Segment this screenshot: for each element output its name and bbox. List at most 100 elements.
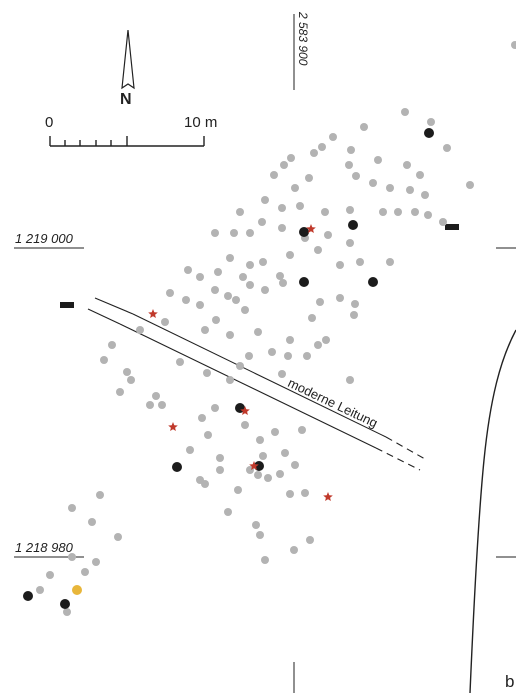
red-star-marker: [168, 422, 178, 431]
grey-post-dot: [296, 202, 304, 210]
grey-post-dot: [321, 208, 329, 216]
black-post-dot: [23, 591, 33, 601]
grey-post-dot: [386, 258, 394, 266]
grey-post-dot: [424, 211, 432, 219]
black-post-dot: [348, 220, 358, 230]
grey-post-dot: [226, 376, 234, 384]
grey-post-dot: [369, 179, 377, 187]
grey-post-dot: [278, 224, 286, 232]
grey-post-dot: [336, 261, 344, 269]
black-post-dot: [368, 277, 378, 287]
grey-post-dot: [308, 314, 316, 322]
grey-post-dot: [346, 239, 354, 247]
grey-post-dot: [347, 146, 355, 154]
grey-post-dot: [176, 358, 184, 366]
grey-post-dot: [203, 369, 211, 377]
black-post-dots: [23, 128, 434, 609]
northing-label-top: 1 219 000: [15, 231, 73, 246]
grey-post-dot: [236, 208, 244, 216]
excavation-boundary: [469, 329, 516, 693]
grey-post-dot: [216, 466, 224, 474]
grey-post-dot: [406, 186, 414, 194]
grey-post-dot: [279, 279, 287, 287]
grid-ticks: [14, 14, 516, 693]
grey-post-dot: [259, 452, 267, 460]
grey-post-dot: [63, 608, 71, 616]
grey-post-dot: [345, 161, 353, 169]
grey-post-dot: [136, 326, 144, 334]
grey-post-dot: [196, 301, 204, 309]
black-post-dot: [299, 227, 309, 237]
grey-post-dot: [427, 118, 435, 126]
grey-post-dot: [303, 352, 311, 360]
grey-post-dot: [184, 266, 192, 274]
grey-post-dot: [114, 533, 122, 541]
grey-post-dot: [245, 352, 253, 360]
grey-post-dot: [182, 296, 190, 304]
grey-post-dot: [161, 318, 169, 326]
grey-post-dot: [158, 401, 166, 409]
grey-post-dot: [278, 204, 286, 212]
grey-post-dot: [246, 261, 254, 269]
grey-post-dot: [186, 446, 194, 454]
grey-post-dot: [276, 272, 284, 280]
grey-post-dot: [278, 370, 286, 378]
grey-post-dot: [271, 428, 279, 436]
grey-post-dot: [346, 376, 354, 384]
grey-post-dot: [350, 311, 358, 319]
north-arrow-icon: [121, 29, 135, 90]
grey-post-dot: [196, 273, 204, 281]
grey-post-dot: [287, 154, 295, 162]
grey-post-dot: [152, 392, 160, 400]
black-post-dot: [424, 128, 434, 138]
grey-post-dot: [394, 208, 402, 216]
grey-post-dot: [314, 341, 322, 349]
red-star-marker: [306, 224, 316, 233]
red-star-marker: [323, 492, 333, 501]
grey-post-dot: [211, 404, 219, 412]
grey-post-dot: [246, 229, 254, 237]
grey-post-dot: [316, 298, 324, 306]
grey-post-dot: [226, 331, 234, 339]
grey-post-dot: [261, 196, 269, 204]
grey-post-dot: [276, 470, 284, 478]
grey-post-dot: [318, 143, 326, 151]
grey-post-dot: [291, 184, 299, 192]
grey-post-dot: [403, 161, 411, 169]
grey-post-dot: [270, 171, 278, 179]
grey-post-dot: [280, 161, 288, 169]
grey-post-dot: [352, 172, 360, 180]
grey-post-dot: [360, 123, 368, 131]
corner-label: b: [505, 672, 515, 691]
grey-post-dot: [281, 449, 289, 457]
grey-post-dot: [351, 300, 359, 308]
grey-post-dot: [286, 336, 294, 344]
grey-post-dot: [254, 471, 262, 479]
grey-post-dot: [286, 251, 294, 259]
grey-post-dot: [201, 326, 209, 334]
grey-post-dot: [256, 531, 264, 539]
scale-end-label: 10 m: [184, 114, 218, 131]
grey-post-dot: [336, 294, 344, 302]
grey-post-dot: [329, 133, 337, 141]
black-post-dot: [60, 599, 70, 609]
grey-post-dot: [212, 316, 220, 324]
grey-post-dot: [268, 348, 276, 356]
grey-post-dot: [301, 489, 309, 497]
grey-post-dot: [123, 368, 131, 376]
grey-post-dot: [241, 421, 249, 429]
grey-post-dot: [127, 376, 135, 384]
grey-post-dot: [356, 258, 364, 266]
modern-pipe: [87, 297, 426, 471]
grey-post-dot: [310, 149, 318, 157]
north-label: N: [120, 91, 132, 108]
grey-post-dot: [256, 436, 264, 444]
grey-post-dot: [236, 362, 244, 370]
red-star-marker: [148, 309, 158, 318]
grey-post-dot: [214, 268, 222, 276]
grey-post-dot: [511, 41, 516, 49]
grey-post-dot: [286, 490, 294, 498]
profile-marker-left: [60, 302, 74, 308]
grey-post-dot: [224, 292, 232, 300]
grey-post-dot: [314, 246, 322, 254]
